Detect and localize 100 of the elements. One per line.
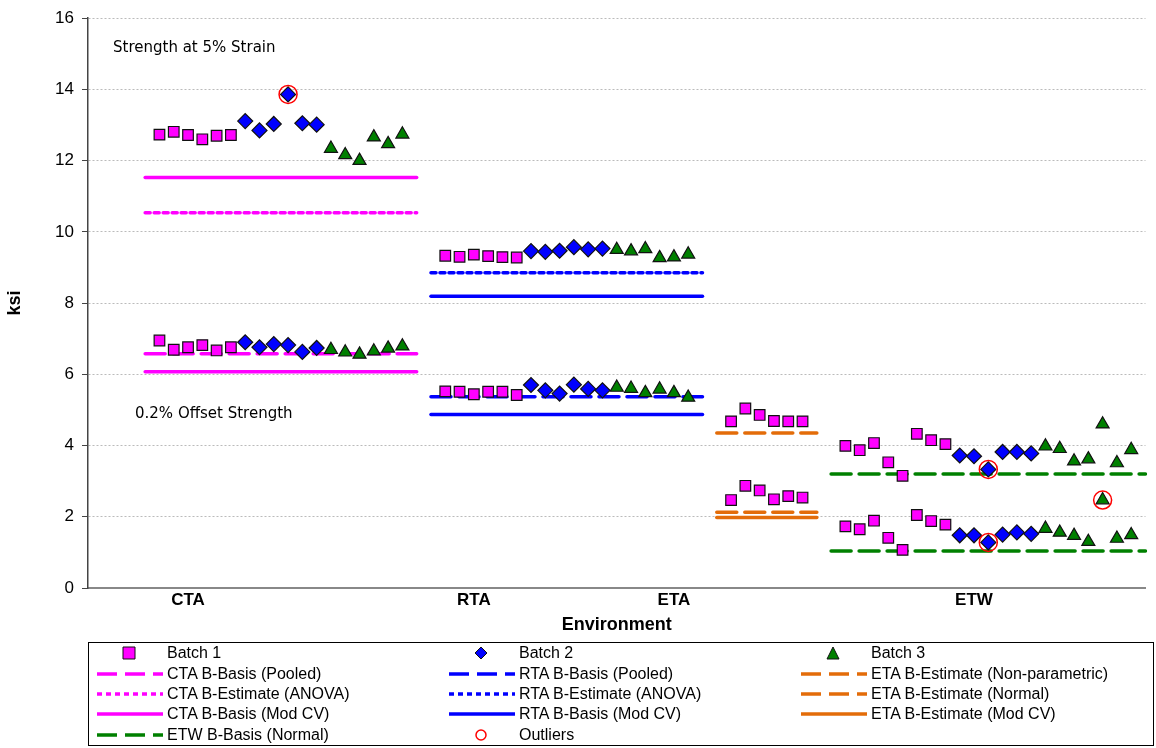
point	[609, 379, 624, 392]
annotation: Strength at 5% Strain	[113, 38, 276, 57]
point	[1023, 525, 1040, 542]
legend-label: RTA B-Estimate (ANOVA)	[519, 684, 702, 704]
point	[868, 514, 880, 527]
point	[565, 376, 582, 393]
legend-label: ETA B-Estimate (Normal)	[871, 684, 1050, 704]
point	[609, 241, 624, 255]
point	[496, 385, 509, 398]
point	[467, 388, 480, 401]
point	[1066, 527, 1082, 540]
point	[167, 343, 180, 356]
point	[1038, 438, 1053, 451]
point	[537, 243, 554, 260]
legend-label: ETA B-Estimate (Mod CV)	[871, 704, 1056, 725]
point	[265, 115, 282, 133]
point	[251, 122, 268, 139]
point	[308, 116, 325, 133]
point	[551, 385, 568, 402]
y-tick-label: 10	[55, 221, 74, 241]
point	[439, 385, 452, 398]
x-axis-title: Environment	[561, 614, 672, 635]
point	[225, 129, 237, 141]
point	[366, 129, 381, 142]
point	[681, 389, 696, 402]
point	[294, 343, 311, 360]
point	[1124, 526, 1139, 540]
point	[510, 251, 523, 264]
point	[580, 241, 597, 258]
point	[965, 448, 983, 465]
point	[868, 437, 880, 449]
point	[279, 337, 297, 354]
point	[725, 415, 737, 428]
point	[439, 249, 452, 262]
point	[482, 385, 495, 398]
point	[951, 447, 968, 464]
point	[510, 389, 523, 401]
y-tick-label: 6	[64, 364, 74, 384]
point	[594, 382, 611, 399]
point	[551, 242, 568, 259]
x-tick-label: RTA	[457, 589, 491, 609]
point	[153, 128, 166, 141]
point	[294, 115, 311, 132]
point	[381, 340, 396, 353]
point	[853, 523, 866, 536]
point	[925, 434, 938, 447]
point	[467, 248, 480, 261]
legend-label: CTA B-Basis (Pooled)	[167, 663, 322, 684]
point	[352, 152, 367, 165]
legend-label: Batch 2	[519, 643, 574, 664]
point	[323, 140, 339, 153]
point	[666, 249, 682, 262]
point	[910, 509, 923, 521]
x-tick-label: ETA	[657, 589, 691, 609]
annotation: 0.2% Offset Strength	[135, 403, 293, 422]
point	[1023, 445, 1040, 462]
point	[896, 543, 909, 556]
point	[652, 381, 667, 394]
point	[796, 415, 809, 428]
point	[652, 249, 667, 263]
point	[753, 409, 766, 421]
x-tick-label: CTA	[171, 589, 205, 609]
point	[1081, 450, 1096, 464]
point	[196, 339, 209, 352]
legend-label: RTA B-Basis (Mod CV)	[519, 704, 682, 725]
point	[381, 135, 396, 149]
point	[1109, 530, 1125, 543]
y-axis-title: ksi	[3, 290, 24, 316]
point	[565, 239, 582, 256]
point	[839, 440, 852, 452]
point	[366, 343, 381, 356]
point	[638, 240, 653, 254]
point	[782, 490, 795, 503]
point	[939, 518, 952, 531]
point	[496, 251, 509, 264]
y-tick-label: 12	[55, 150, 74, 170]
legend-label: Batch 3	[871, 643, 926, 664]
y-tick-label: 16	[55, 7, 74, 27]
point	[182, 129, 194, 141]
legend-label: Outliers	[519, 724, 575, 745]
legend-label: ETA B-Estimate (Non-parametric)	[871, 663, 1109, 684]
point	[1008, 524, 1025, 541]
point	[725, 494, 737, 506]
point	[251, 339, 268, 356]
point	[994, 443, 1011, 461]
point	[182, 341, 194, 354]
point	[237, 334, 254, 351]
point	[896, 469, 909, 482]
point	[623, 380, 639, 393]
point	[638, 384, 653, 398]
point	[1109, 454, 1125, 468]
point	[522, 376, 540, 394]
point	[453, 385, 466, 398]
point	[666, 384, 682, 398]
point	[1081, 533, 1096, 547]
y-tick-label: 14	[55, 79, 74, 99]
y-tick-label: 4	[64, 435, 74, 455]
point	[882, 531, 895, 544]
point	[237, 113, 254, 130]
point	[395, 126, 410, 139]
